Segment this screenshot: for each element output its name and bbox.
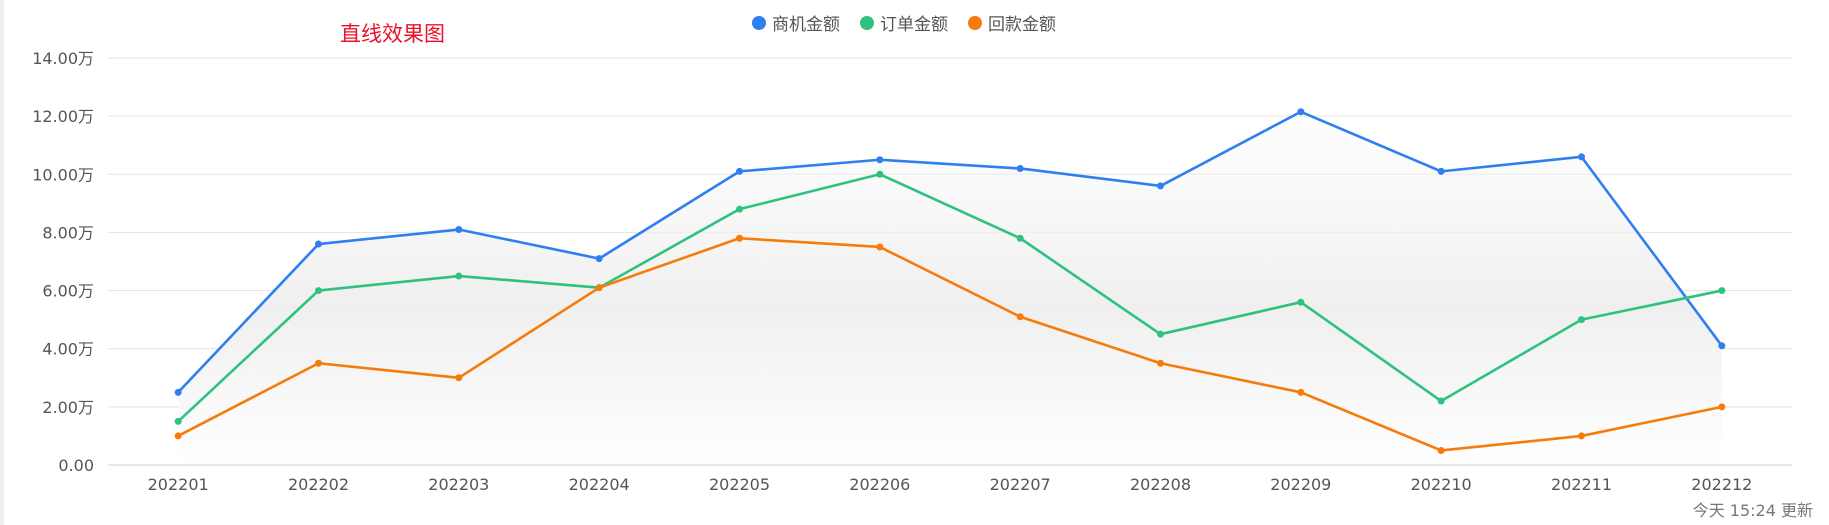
x-tick-label: 202212 <box>1691 475 1752 494</box>
data-point <box>1437 446 1445 454</box>
legend-item-series-3[interactable]: 回款金额 <box>968 10 1056 35</box>
update-time-note: 今天 15:24 更新 <box>1692 501 1813 520</box>
data-point <box>1297 388 1305 396</box>
x-tick-label: 202206 <box>849 475 910 494</box>
y-tick-label: 14.00万 <box>32 49 94 68</box>
data-point <box>1157 182 1164 190</box>
legend-marker-series-2 <box>860 15 874 30</box>
data-point <box>1157 330 1164 338</box>
data-point <box>455 226 463 234</box>
left-edge-bar <box>0 0 4 525</box>
x-tick-label: 202209 <box>1270 475 1331 494</box>
y-tick-label: 10.00万 <box>32 165 94 184</box>
x-tick-label: 202203 <box>428 475 489 494</box>
data-point <box>455 272 463 280</box>
legend-label-series-1: 商机金额 <box>772 15 840 35</box>
data-point <box>1297 298 1305 306</box>
data-point <box>736 234 743 242</box>
data-point <box>876 243 884 251</box>
x-tick-label: 202204 <box>569 475 630 494</box>
data-point <box>1578 153 1585 161</box>
legend-label-series-3: 回款金额 <box>988 15 1056 35</box>
axis-layer: 0.00 2.00万 4.00万 6.00万 8.00万 10.00万 12.00万 14.0… <box>32 49 1792 494</box>
data-point <box>174 432 182 440</box>
data-point <box>1718 403 1726 411</box>
data-point <box>315 240 322 248</box>
data-point <box>174 417 182 425</box>
data-point <box>1016 164 1024 172</box>
data-point <box>736 205 743 213</box>
series-layer <box>174 108 1726 454</box>
data-point <box>1437 167 1445 175</box>
data-point <box>174 388 182 396</box>
data-point <box>1297 108 1305 116</box>
series-line-2 <box>177 172 1723 423</box>
data-point <box>595 284 603 292</box>
x-tick-label: 202208 <box>1130 475 1191 494</box>
data-point <box>876 156 884 164</box>
data-point <box>315 359 322 367</box>
data-point <box>1718 287 1726 295</box>
x-tick-label: 202205 <box>709 475 770 494</box>
legend-label-series-2: 订单金额 <box>880 15 948 35</box>
data-point <box>1016 313 1024 321</box>
legend: 商机金额 订单金额 回款金额 <box>752 10 1056 35</box>
data-point <box>595 255 603 263</box>
y-tick-label: 0.00 <box>58 456 94 475</box>
chart-title: 直线效果图 <box>340 22 445 46</box>
x-tick-label: 202210 <box>1411 475 1472 494</box>
data-point <box>1016 234 1024 242</box>
series-line-1 <box>177 110 1723 394</box>
legend-item-series-2[interactable]: 订单金额 <box>860 10 948 35</box>
y-tick-label: 2.00万 <box>42 398 94 417</box>
legend-marker-series-3 <box>968 15 982 30</box>
data-point <box>455 374 463 382</box>
data-point <box>1578 432 1585 440</box>
legend-marker-series-1 <box>752 15 766 30</box>
y-tick-label: 8.00万 <box>42 223 94 242</box>
legend-item-series-1[interactable]: 商机金额 <box>752 10 840 35</box>
data-point <box>1578 316 1585 324</box>
data-point <box>1437 397 1445 405</box>
x-tick-label: 202207 <box>990 475 1051 494</box>
data-point <box>1157 359 1164 367</box>
data-point <box>1718 342 1726 350</box>
x-tick-label: 202202 <box>288 475 349 494</box>
x-tick-label: 202201 <box>148 475 209 494</box>
y-tick-label: 12.00万 <box>32 107 94 126</box>
area-layer <box>178 111 1722 466</box>
y-tick-label: 4.00万 <box>42 340 94 359</box>
data-point <box>876 170 884 178</box>
series-line-3 <box>177 236 1723 452</box>
data-point <box>315 287 322 295</box>
series-area-fill <box>178 111 1722 466</box>
y-tick-label: 6.00万 <box>42 282 94 301</box>
data-point <box>736 167 743 175</box>
x-tick-label: 202211 <box>1551 475 1612 494</box>
